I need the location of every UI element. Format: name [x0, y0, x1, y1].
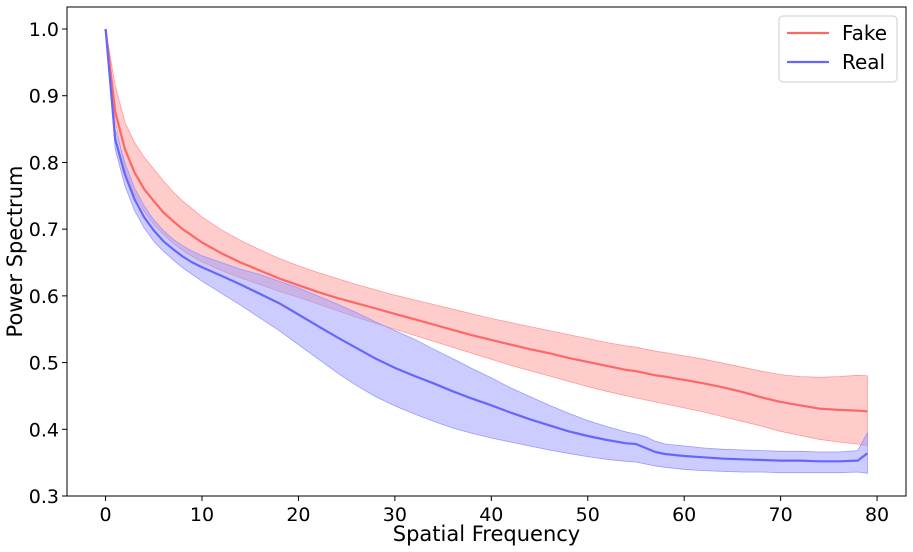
fake-series-line — [104, 28, 868, 413]
series-lines — [104, 28, 869, 463]
x-tick-label: 10 — [190, 504, 214, 526]
y-tick-label: 0.4 — [29, 419, 59, 441]
legend: Fake Real — [778, 15, 898, 83]
x-tick-label: 40 — [479, 504, 503, 526]
y-tick-label: 0.3 — [29, 486, 59, 508]
y-tick-label: 0.8 — [29, 152, 59, 174]
y-tick-label: 0.7 — [29, 219, 59, 241]
x-axis-ticks: 0 10 20 30 40 50 60 70 80 — [100, 496, 889, 526]
y-tick-label: 1.0 — [29, 19, 59, 41]
x-tick-label: 60 — [672, 504, 696, 526]
fake-legend-label: Fake — [842, 21, 887, 45]
y-tick-label: 0.5 — [29, 353, 59, 375]
x-tick-label: 70 — [769, 504, 793, 526]
real-confidence-band — [105, 28, 868, 474]
real-series-line — [104, 28, 869, 463]
x-tick-label: 20 — [286, 504, 310, 526]
y-axis-label: Power Spectrum — [3, 166, 27, 338]
y-tick-label: 0.9 — [29, 86, 59, 108]
x-axis-label: Spatial Frequency — [393, 522, 580, 546]
x-tick-label: 0 — [100, 504, 112, 526]
x-tick-label: 50 — [576, 504, 600, 526]
y-axis-ticks: 0.3 0.4 0.5 0.6 0.7 0.8 0.9 1.0 — [29, 19, 67, 508]
x-tick-label: 30 — [383, 504, 407, 526]
real-legend-label: Real — [842, 50, 885, 74]
x-tick-label: 80 — [865, 504, 889, 526]
plot-frame — [66, 6, 907, 497]
y-tick-label: 0.6 — [29, 286, 59, 308]
